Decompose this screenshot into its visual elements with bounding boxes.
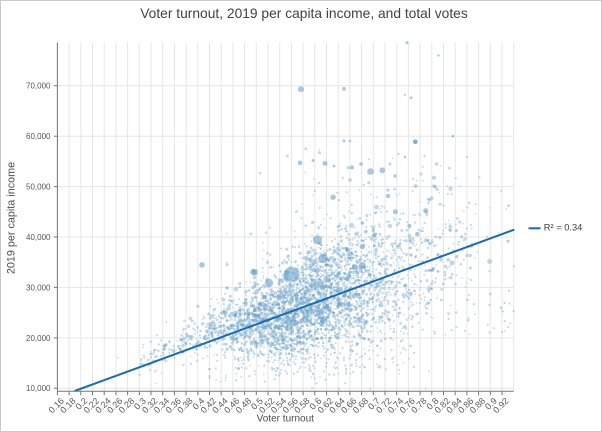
svg-text:Voter turnout, 2019 per capita: Voter turnout, 2019 per capita income, a… bbox=[140, 6, 468, 21]
svg-text:60,000: 60,000 bbox=[26, 132, 51, 141]
svg-text:30,000: 30,000 bbox=[26, 283, 51, 292]
svg-text:Voter turnout: Voter turnout bbox=[257, 413, 314, 424]
svg-text:40,000: 40,000 bbox=[26, 233, 51, 242]
svg-text:10,000: 10,000 bbox=[26, 384, 51, 393]
svg-text:2019 per capita income: 2019 per capita income bbox=[6, 162, 18, 274]
svg-text:R² = 0.34: R² = 0.34 bbox=[544, 223, 583, 233]
svg-text:50,000: 50,000 bbox=[26, 183, 51, 192]
svg-text:70,000: 70,000 bbox=[26, 82, 51, 91]
svg-text:20,000: 20,000 bbox=[26, 334, 51, 343]
